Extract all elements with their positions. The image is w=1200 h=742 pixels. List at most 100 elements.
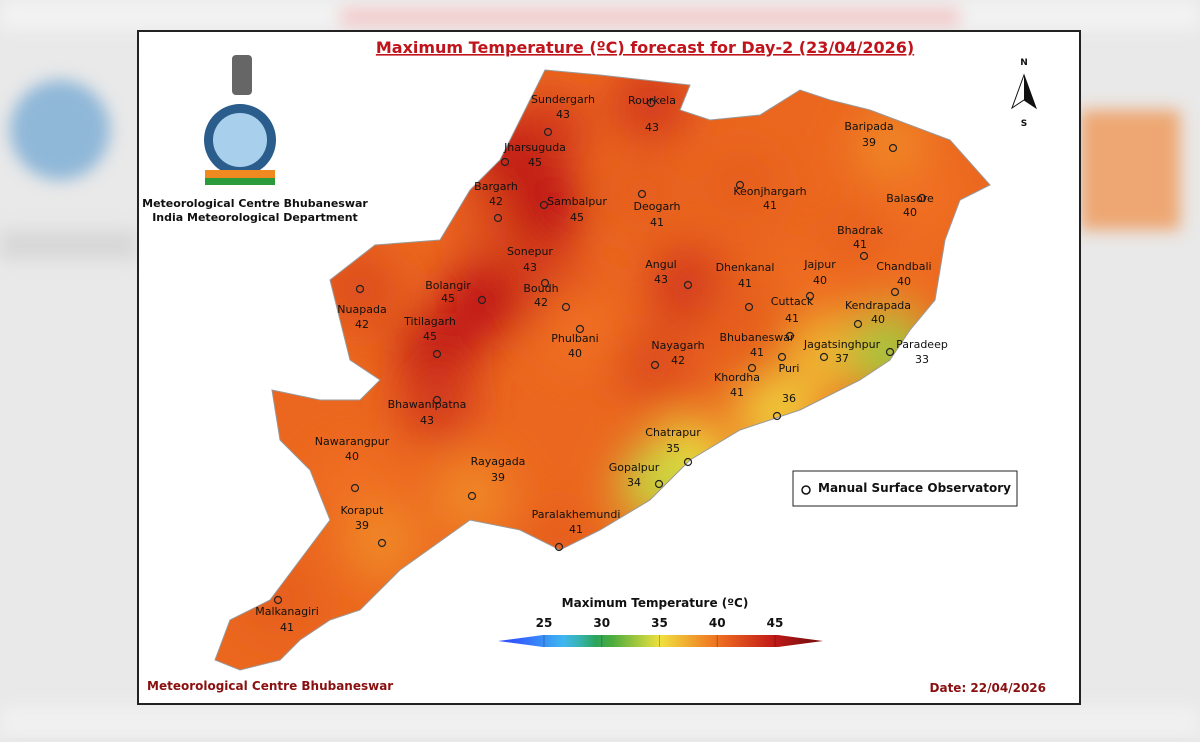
station-temp: 41 xyxy=(650,216,664,229)
station-temp: 43 xyxy=(523,261,537,274)
station-marker xyxy=(477,295,487,305)
station-marker xyxy=(819,352,829,362)
station-temp: 37 xyxy=(835,352,849,365)
station-marker xyxy=(646,98,656,108)
station-marker xyxy=(273,595,283,605)
station-marker xyxy=(885,347,895,357)
station-name: Dhenkanal xyxy=(716,261,775,274)
station-temp: 39 xyxy=(862,136,876,149)
station-name: Baripada xyxy=(844,120,893,133)
station-temp: 40 xyxy=(903,206,917,219)
colorbar-title: Maximum Temperature (ºC) xyxy=(562,596,749,610)
station-marker xyxy=(747,363,757,373)
title: Maximum Temperature (ºC) forecast for Da… xyxy=(376,38,914,57)
station-temp: 41 xyxy=(785,312,799,325)
station-marker xyxy=(785,331,795,341)
station-marker xyxy=(554,542,564,552)
legend-box xyxy=(792,470,1018,507)
compass-south: S xyxy=(1021,119,1027,129)
field-blob xyxy=(648,245,728,325)
org-line: Meteorological Centre Bhubaneswar xyxy=(142,197,368,210)
colorbar-tick-label: 40 xyxy=(709,616,726,630)
station-name: Angul xyxy=(645,258,677,271)
org-line: India Meteorological Department xyxy=(152,211,358,224)
station-temp: 45 xyxy=(423,330,437,343)
field-blob xyxy=(540,289,620,369)
station-marker xyxy=(539,200,549,210)
station-temp: 35 xyxy=(666,442,680,455)
station-name: Jagatsinghpur xyxy=(803,338,881,351)
station-marker xyxy=(805,291,815,301)
station-name: Koraput xyxy=(341,504,385,517)
station-temp: 39 xyxy=(355,519,369,532)
field-blob xyxy=(442,260,522,340)
station-marker xyxy=(467,491,477,501)
stations: Sundergarh 43 Rourkela 43 Jharsuguda 45 Baripa… xyxy=(255,93,948,634)
station-marker xyxy=(432,395,442,405)
station-marker xyxy=(650,360,660,370)
station-marker xyxy=(575,324,585,334)
station-marker xyxy=(654,479,664,489)
station-name: Boudh xyxy=(523,282,558,295)
station-name: Cuttack xyxy=(771,295,814,308)
colorbar-bar xyxy=(498,635,823,647)
station-marker xyxy=(540,278,550,288)
station-temp: 45 xyxy=(441,292,455,305)
station-name: Bargarh xyxy=(474,180,518,193)
station-name: Gopalpur xyxy=(609,461,660,474)
field-blob xyxy=(882,158,962,238)
station-temp: 34 xyxy=(627,476,641,489)
station-marker xyxy=(744,302,754,312)
station-name: Puri xyxy=(779,362,800,375)
station-marker xyxy=(637,189,647,199)
station-marker xyxy=(683,457,693,467)
station-name: Jharsuguda xyxy=(503,141,566,154)
station-temp: 40 xyxy=(568,347,582,360)
station-temp: 40 xyxy=(813,274,827,287)
station-temp: 40 xyxy=(897,275,911,288)
station-temp: 42 xyxy=(534,296,548,309)
station-name: Deogarh xyxy=(634,200,681,213)
station-temp: 41 xyxy=(280,621,294,634)
station-name: Bolangir xyxy=(425,279,471,292)
station-marker xyxy=(888,143,898,153)
station-name: Paralakhemundi xyxy=(532,508,621,521)
station-name: Nawarangpur xyxy=(315,435,390,448)
station-name: Paradeep xyxy=(896,338,948,351)
field-blob xyxy=(602,154,682,234)
station-temp: 40 xyxy=(345,450,359,463)
station-marker xyxy=(890,287,900,297)
station-marker xyxy=(377,538,387,548)
station-name: Malkanagiri xyxy=(255,605,319,618)
station-temp: 41 xyxy=(763,199,777,212)
station-temp: 45 xyxy=(570,211,584,224)
station-name: Bhubaneswar xyxy=(720,331,795,344)
station-temp: 42 xyxy=(489,195,503,208)
station-temp: 41 xyxy=(738,277,752,290)
station-name: Phulbani xyxy=(551,332,598,345)
station-temp: 42 xyxy=(355,318,369,331)
station-marker xyxy=(777,352,787,362)
legend-label: Manual Surface Observatory xyxy=(818,481,1011,495)
station-name: Keonjhargarh xyxy=(733,185,806,198)
station-name: Sundergarh xyxy=(531,93,595,106)
field-blobs xyxy=(238,70,962,640)
field-blob xyxy=(784,317,864,397)
station-temp: 43 xyxy=(645,121,659,134)
field-blob xyxy=(615,325,695,405)
field-blob xyxy=(700,145,780,225)
station-temp: 41 xyxy=(853,238,867,251)
station-name: Jajpur xyxy=(803,258,836,271)
station-temp: 42 xyxy=(671,354,685,367)
station-name: Chatrapur xyxy=(645,426,701,439)
footer-left: Meteorological Centre Bhubaneswar xyxy=(147,679,393,693)
station-temp: 45 xyxy=(528,156,542,169)
station-name: Rourkela xyxy=(628,94,676,107)
footer-date: Date: 22/04/2026 xyxy=(930,681,1046,695)
station-name: Balasore xyxy=(886,192,934,205)
station-name: Sambalpur xyxy=(547,195,607,208)
station-temp: 40 xyxy=(871,313,885,326)
